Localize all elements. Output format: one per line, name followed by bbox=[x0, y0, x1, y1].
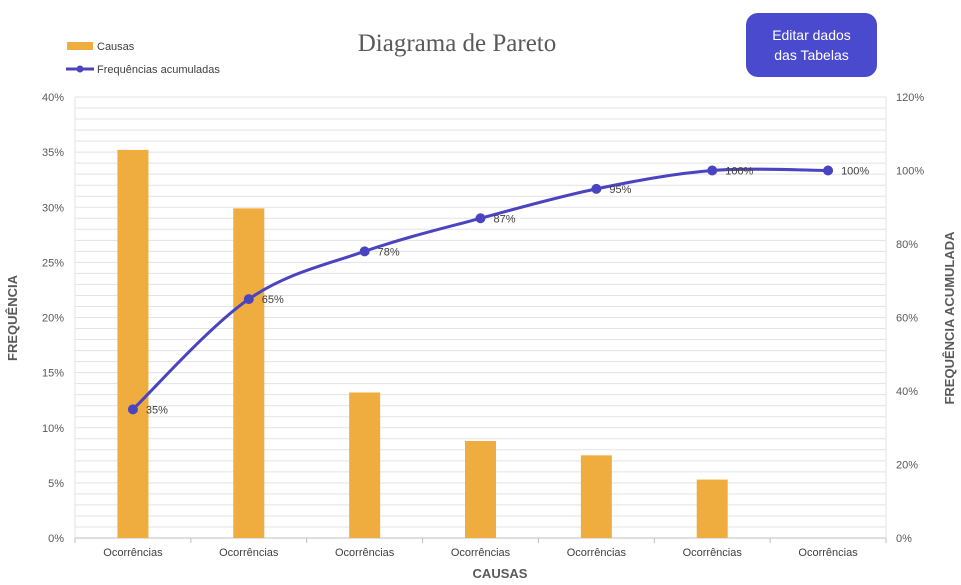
y2-tick-label: 20% bbox=[896, 460, 918, 472]
cumulative-point bbox=[707, 165, 718, 176]
y2-tick-label: 80% bbox=[896, 239, 918, 251]
x-tick-label: Ocorrências bbox=[683, 547, 743, 559]
legend-swatch-marker bbox=[76, 65, 84, 73]
y-tick-label: 25% bbox=[42, 257, 64, 269]
bar bbox=[233, 208, 265, 539]
cumulative-data-label: 100% bbox=[725, 166, 753, 178]
y-tick-label: 10% bbox=[42, 423, 64, 435]
y-axis-title: FREQUÊNCIA bbox=[5, 274, 20, 361]
cumulative-data-label: 65% bbox=[262, 294, 284, 306]
y2-tick-label: 40% bbox=[896, 386, 918, 398]
y2-tick-label: 120% bbox=[896, 92, 924, 104]
cumulative-point bbox=[359, 246, 370, 257]
y2-tick-label: 100% bbox=[896, 166, 924, 178]
legend-label-causas: Causas bbox=[97, 41, 135, 53]
x-tick-label: Ocorrências bbox=[451, 547, 511, 559]
cumulative-point bbox=[591, 183, 602, 194]
cumulative-line: 35% 65% 78% 87% 95% 100% 100% bbox=[127, 165, 869, 416]
edit-table-data-button[interactable]: Editar dados das Tabelas bbox=[746, 13, 877, 77]
x-tick-label: Ocorrências bbox=[103, 547, 163, 559]
x-axis-ticks: Ocorrências Ocorrências Ocorrências Ocorrên… bbox=[74, 538, 887, 559]
y-tick-label: 40% bbox=[42, 92, 64, 104]
bar bbox=[117, 149, 149, 539]
y2-axis-title: FREQUÊNCIA ACUMULADA bbox=[942, 231, 957, 405]
cumulative-point bbox=[243, 294, 254, 305]
x-tick-label: Ocorrências bbox=[798, 547, 858, 559]
y-tick-label: 15% bbox=[42, 368, 64, 380]
chart-title: Diagrama de Pareto bbox=[358, 30, 557, 57]
y2-tick-label: 0% bbox=[896, 533, 912, 545]
cumulative-point bbox=[475, 213, 486, 224]
legend-label-cumulative: Frequências acumuladas bbox=[97, 64, 220, 76]
y-tick-label: 20% bbox=[42, 313, 64, 325]
bar bbox=[349, 392, 381, 538]
x-tick-label: Ocorrências bbox=[567, 547, 627, 559]
cumulative-data-label: 35% bbox=[146, 404, 168, 416]
cumulative-point bbox=[127, 404, 138, 415]
cumulative-data-label: 95% bbox=[609, 184, 631, 196]
gridlines bbox=[74, 96, 887, 539]
legend-swatch-causas bbox=[67, 42, 93, 50]
y-tick-label: 35% bbox=[42, 147, 64, 159]
bar bbox=[696, 479, 728, 538]
y-tick-label: 0% bbox=[48, 533, 64, 545]
x-tick-label: Ocorrências bbox=[335, 547, 395, 559]
cumulative-data-label: 100% bbox=[841, 166, 869, 178]
x-axis-title: CAUSAS bbox=[473, 566, 528, 581]
y2-tick-label: 60% bbox=[896, 313, 918, 325]
y-tick-label: 30% bbox=[42, 202, 64, 214]
bars bbox=[117, 149, 728, 539]
bar bbox=[465, 440, 496, 538]
y2-axis-ticks: 0% 20% 40% 60% 80% 100% 120% bbox=[896, 92, 924, 545]
legend: Causas Frequências acumuladas bbox=[66, 41, 220, 76]
cumulative-data-label: 87% bbox=[494, 213, 516, 225]
bar bbox=[580, 455, 612, 538]
x-tick-label: Ocorrências bbox=[219, 547, 279, 559]
y-tick-label: 5% bbox=[48, 478, 64, 490]
y-axis-ticks: 0% 5% 10% 15% 20% 25% 30% 35% 40% bbox=[42, 92, 64, 545]
cumulative-data-label: 78% bbox=[378, 246, 400, 258]
cumulative-point bbox=[823, 165, 834, 176]
